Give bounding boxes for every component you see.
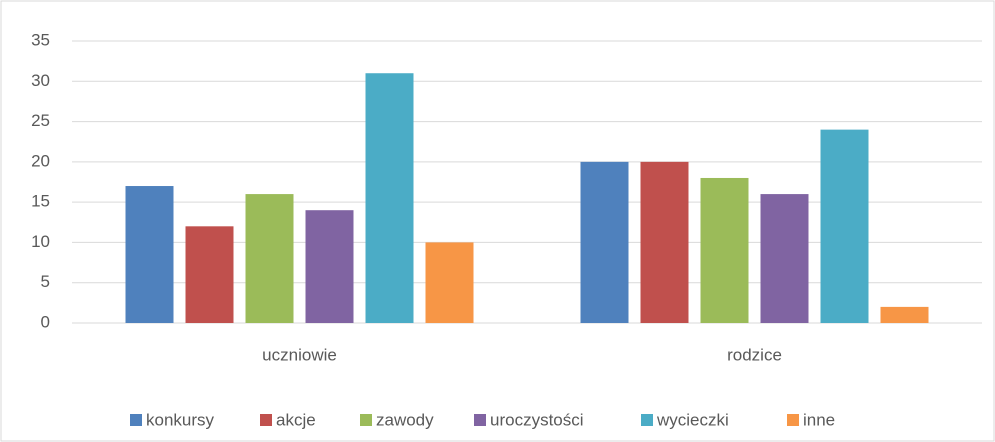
legend-label: wycieczki: [656, 410, 729, 429]
bar: [700, 177, 749, 323]
legend-swatch: [787, 414, 799, 426]
bar: [245, 194, 294, 323]
legend-swatch: [641, 414, 653, 426]
y-tick-label: 0: [41, 312, 50, 331]
bar: [580, 161, 629, 323]
legend-label: konkursy: [146, 410, 215, 429]
y-tick-label: 30: [31, 71, 50, 90]
legend-label: zawody: [376, 410, 434, 429]
bar: [820, 129, 869, 323]
bar: [760, 194, 809, 323]
bar: [185, 226, 234, 323]
bar: [640, 161, 689, 323]
legend-label: akcje: [276, 410, 316, 429]
legend-swatch: [360, 414, 372, 426]
legend-swatch: [130, 414, 142, 426]
x-tick-label: rodzice: [727, 345, 782, 364]
y-tick-label: 25: [31, 111, 50, 130]
bar: [425, 242, 474, 323]
bar: [880, 306, 929, 323]
y-tick-label: 10: [31, 232, 50, 251]
legend-label: uroczystości: [490, 410, 584, 429]
y-tick-label: 35: [31, 30, 50, 49]
bar: [365, 73, 414, 323]
x-tick-label: uczniowie: [262, 345, 337, 364]
y-tick-label: 5: [41, 272, 50, 291]
legend-label: inne: [803, 410, 835, 429]
bar: [125, 186, 174, 323]
bar: [305, 210, 354, 323]
legend-swatch: [260, 414, 272, 426]
y-tick-label: 15: [31, 192, 50, 211]
y-tick-label: 20: [31, 151, 50, 170]
legend-swatch: [474, 414, 486, 426]
